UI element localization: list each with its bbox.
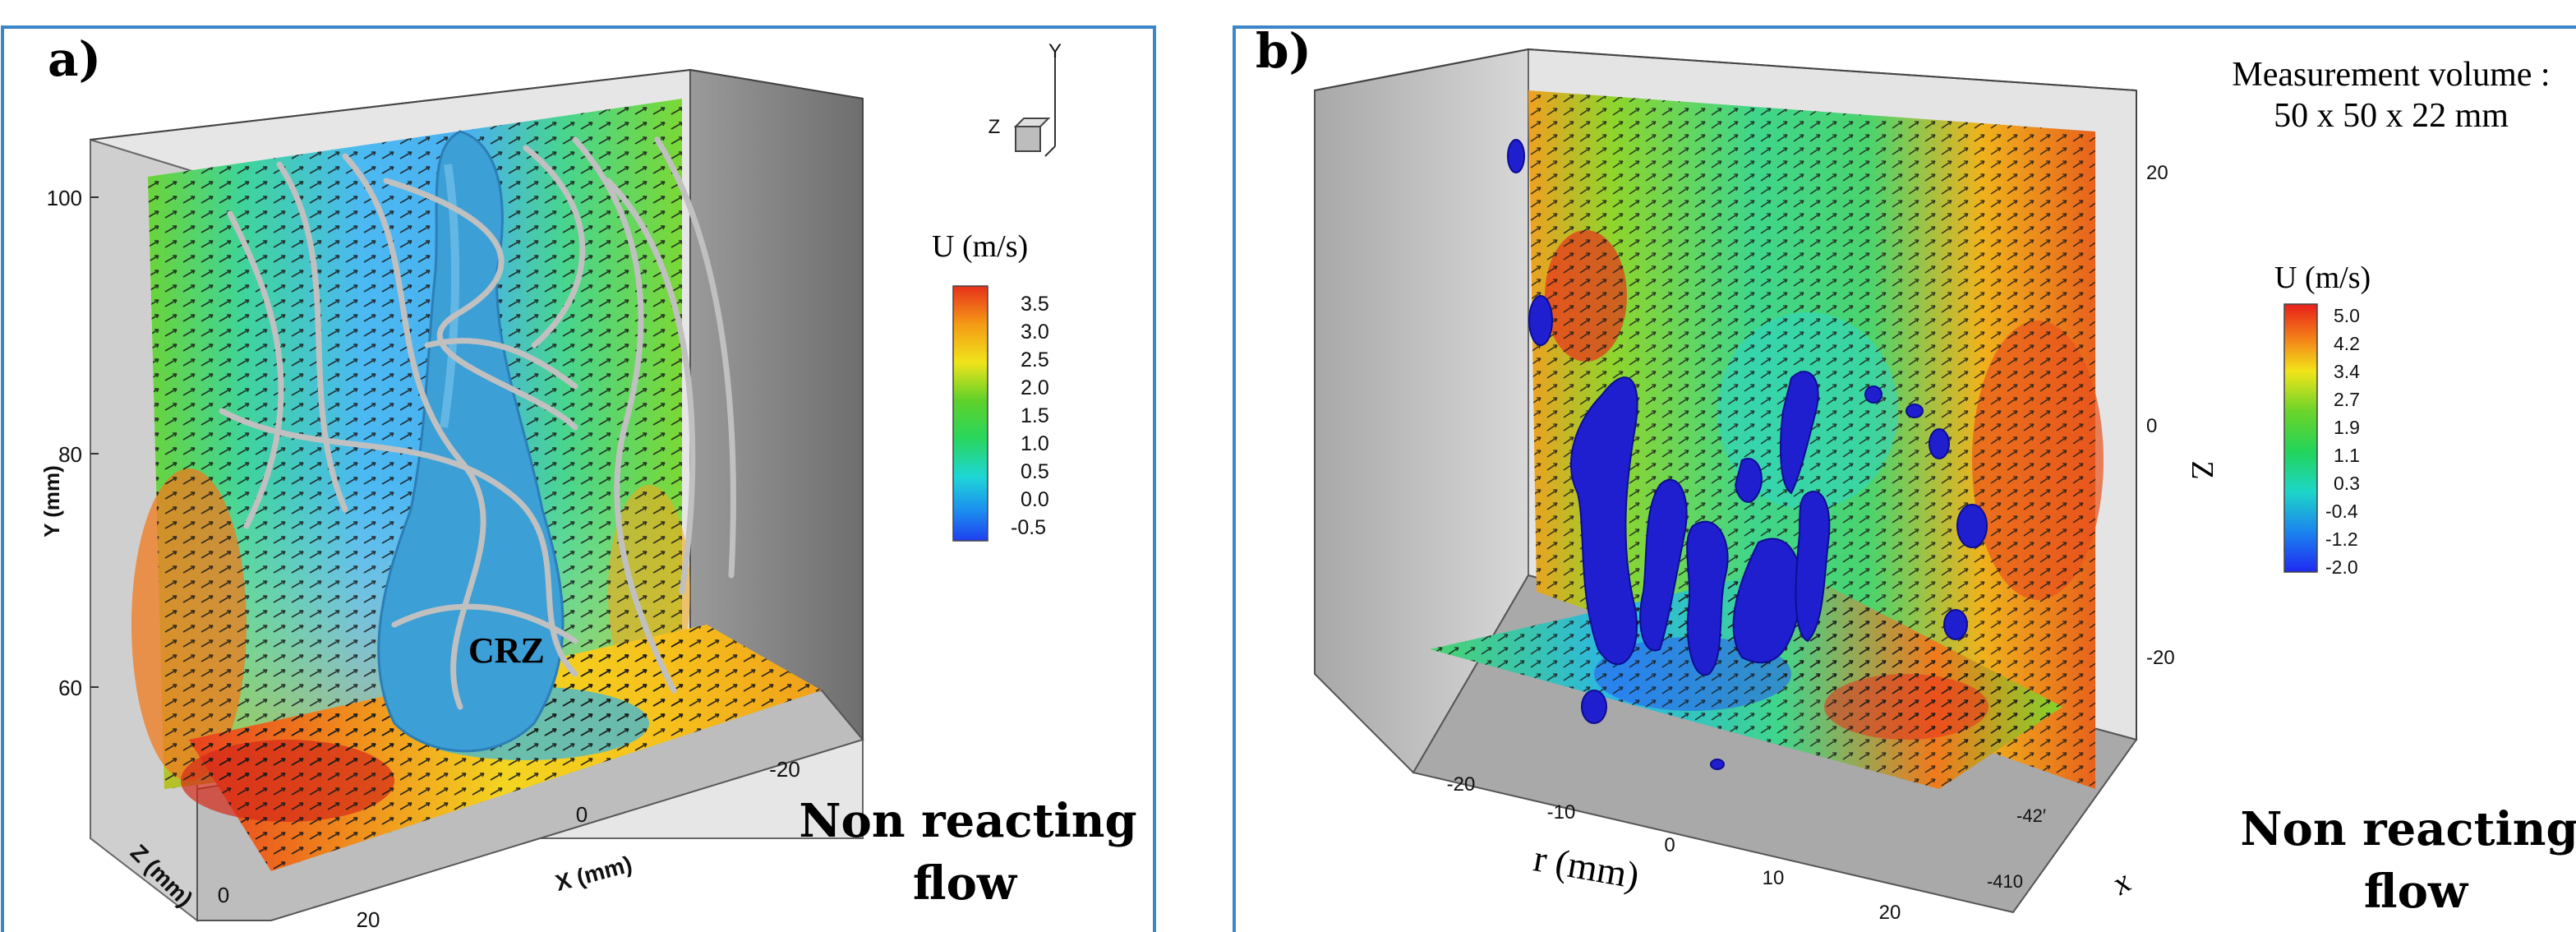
colorbar-a-tick: 2.0 [1021, 376, 1049, 399]
z-tick-label: 20 [357, 907, 380, 932]
colorbar-b-title: U (m/s) [2274, 261, 2371, 295]
colorbar-b-scale [2283, 303, 2318, 573]
z-tick-label: 0 [2146, 415, 2157, 437]
colorbar-a: U (m/s) 3.5 3.0 2.5 2.0 1.5 1.0 0.5 0.0 … [932, 229, 1049, 542]
colorbar-b-tick: 0.3 [2334, 473, 2360, 494]
colorbar-b-tick: 1.9 [2334, 417, 2360, 438]
y-tick-label: 60 [58, 676, 82, 700]
r-tick-label: 0 [1664, 834, 1675, 856]
colorbar-a-tick: 3.5 [1021, 293, 1049, 316]
panel-a-label: a) [48, 31, 101, 87]
y-axis: 100 80 60 Y (mm) [39, 186, 99, 700]
panel-b-figure: b) Measurement volume : 50 x 50 x 22 mm … [1233, 23, 2576, 932]
panel-b-note-line1: Non reacting [2240, 802, 2576, 856]
measurement-volume-line1: Measurement volume : [2232, 56, 2550, 94]
x-tick-label: -410 [1987, 871, 2023, 892]
x-tick-label: 0 [576, 802, 588, 827]
z-tick-label: -20 [2146, 647, 2175, 669]
x-tick-label: -20 [769, 757, 800, 782]
colorbar-a-tick: 3.0 [1021, 321, 1049, 344]
panel-a-note-line2: flow [913, 856, 1018, 911]
measurement-volume-line2: 50 x 50 x 22 mm [2274, 97, 2509, 135]
crz-annotation: CRZ [468, 630, 545, 671]
z-axis-title: Z [2185, 460, 2219, 479]
isosurface-blobs [1507, 139, 1988, 770]
triad-z-label: Z [988, 116, 1001, 138]
colorbar-b-tick: -0.4 [2325, 501, 2358, 522]
colorbar-a-scale [952, 285, 988, 542]
panel-a: 100 80 60 Y (mm) 0 -20 X (mm) 0 20 Z (mm… [0, 0, 1159, 932]
panel-a-figure: 100 80 60 Y (mm) 0 -20 X (mm) 0 20 Z (mm… [1, 25, 1156, 932]
colorbar-b-tick: 3.4 [2334, 361, 2360, 382]
colorbar-b-tick: 4.2 [2334, 333, 2360, 354]
streamlines [219, 136, 736, 710]
colorbar-a-tick: -0.5 [1011, 516, 1046, 539]
y-axis-title: Y (mm) [39, 465, 64, 538]
panel-a-note-line1: Non reacting [799, 794, 1136, 848]
panel-b-note-line2: flow [2364, 865, 2469, 919]
colorbar-b-tick: 2.7 [2334, 389, 2360, 410]
r-tick-label: 20 [1879, 902, 1901, 924]
colorbar-b: U (m/s) 5.0 4.2 3.4 2.7 1.9 1.1 0.3 -0.4… [2274, 261, 2371, 578]
r-tick-label: -10 [1547, 801, 1576, 824]
z-tick-label: 0 [218, 883, 229, 907]
colorbar-a-tick: 2.5 [1021, 348, 1049, 371]
y-tick-label: 80 [58, 442, 82, 467]
crz-isosurface [377, 130, 565, 753]
colorbar-a-tick: 0.0 [1021, 488, 1049, 511]
x-tick-label: -42′ [2016, 805, 2046, 826]
colorbar-b-tick: 5.0 [2334, 305, 2360, 326]
orientation-triad: Y Z [988, 40, 1062, 157]
colorbar-b-tick: -1.2 [2325, 528, 2358, 550]
colorbar-a-tick: 1.0 [1021, 432, 1049, 455]
y-tick-label: 100 [47, 186, 82, 210]
triad-y-label: Y [1048, 40, 1062, 62]
r-tick-label: 10 [1763, 867, 1785, 889]
panel-b: b) Measurement volume : 50 x 50 x 22 mm … [1233, 0, 2576, 932]
colorbar-a-title: U (m/s) [932, 229, 1028, 264]
z-axis: 20 0 -20 Z [2146, 162, 2219, 669]
colorbar-a-tick: 0.5 [1021, 460, 1049, 483]
colorbar-b-tick: 1.1 [2334, 445, 2360, 466]
r-tick-label: -20 [1447, 773, 1476, 796]
colorbar-b-tick: -2.0 [2325, 556, 2358, 578]
triad-cube-icon [1015, 126, 1041, 152]
colorbar-a-tick: 1.5 [1021, 404, 1049, 427]
panel-b-label: b) [1256, 23, 1311, 79]
z-tick-label: 20 [2146, 162, 2168, 184]
